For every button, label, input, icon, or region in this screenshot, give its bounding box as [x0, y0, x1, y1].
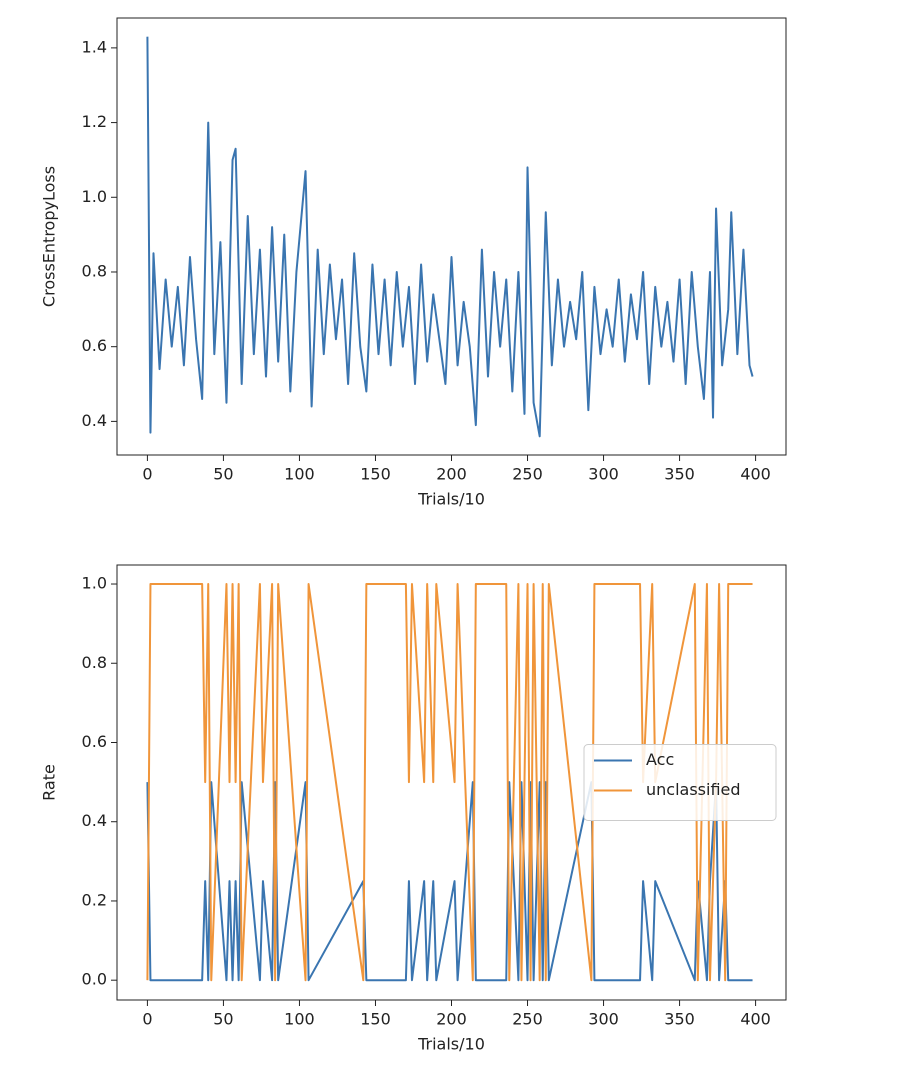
x-tick-label: 400: [740, 1010, 771, 1029]
y-axis-label: Rate: [40, 764, 59, 801]
x-tick-label: 300: [588, 465, 619, 484]
y-tick-label: 1.4: [82, 37, 107, 56]
x-axis-label: Trials/10: [417, 1035, 485, 1054]
y-tick-label: 0.0: [82, 970, 107, 989]
y-tick-label: 1.0: [82, 187, 107, 206]
y-tick-label: 1.2: [82, 112, 107, 131]
y-tick-label: 0.2: [82, 890, 107, 909]
x-tick-label: 350: [664, 465, 695, 484]
x-tick-label: 200: [436, 1010, 467, 1029]
data-line: [146, 583, 753, 982]
x-axis-label: Trials/10: [417, 490, 485, 509]
y-tick-label: 0.8: [82, 261, 107, 280]
data-line: [146, 36, 754, 438]
axes-frame: [116, 17, 787, 456]
legend-label: unclassified: [646, 780, 741, 799]
y-tick-label: 1.0: [82, 574, 107, 593]
x-tick-label: 150: [360, 1010, 391, 1029]
x-tick-label: 350: [664, 1010, 695, 1029]
y-tick-label: 0.8: [82, 653, 107, 672]
y-tick-label: 0.6: [82, 732, 107, 751]
x-tick-label: 300: [588, 1010, 619, 1029]
y-axis-label: CrossEntropyLoss: [40, 166, 59, 307]
y-tick-label: 0.4: [82, 411, 107, 430]
x-tick-label: 50: [213, 1010, 233, 1029]
x-tick-label: 100: [284, 465, 315, 484]
x-tick-label: 0: [142, 465, 152, 484]
legend-box: [583, 744, 777, 821]
y-tick-label: 0.4: [82, 811, 107, 830]
x-tick-label: 200: [436, 465, 467, 484]
legend-label: Acc: [646, 750, 674, 769]
x-tick-label: 400: [740, 465, 771, 484]
x-tick-label: 0: [142, 1010, 152, 1029]
x-tick-label: 250: [512, 465, 543, 484]
x-tick-label: 50: [213, 465, 233, 484]
y-tick-label: 0.6: [82, 336, 107, 355]
x-tick-label: 100: [284, 1010, 315, 1029]
x-tick-label: 150: [360, 465, 391, 484]
x-tick-label: 250: [512, 1010, 543, 1029]
data-line: [146, 781, 753, 982]
